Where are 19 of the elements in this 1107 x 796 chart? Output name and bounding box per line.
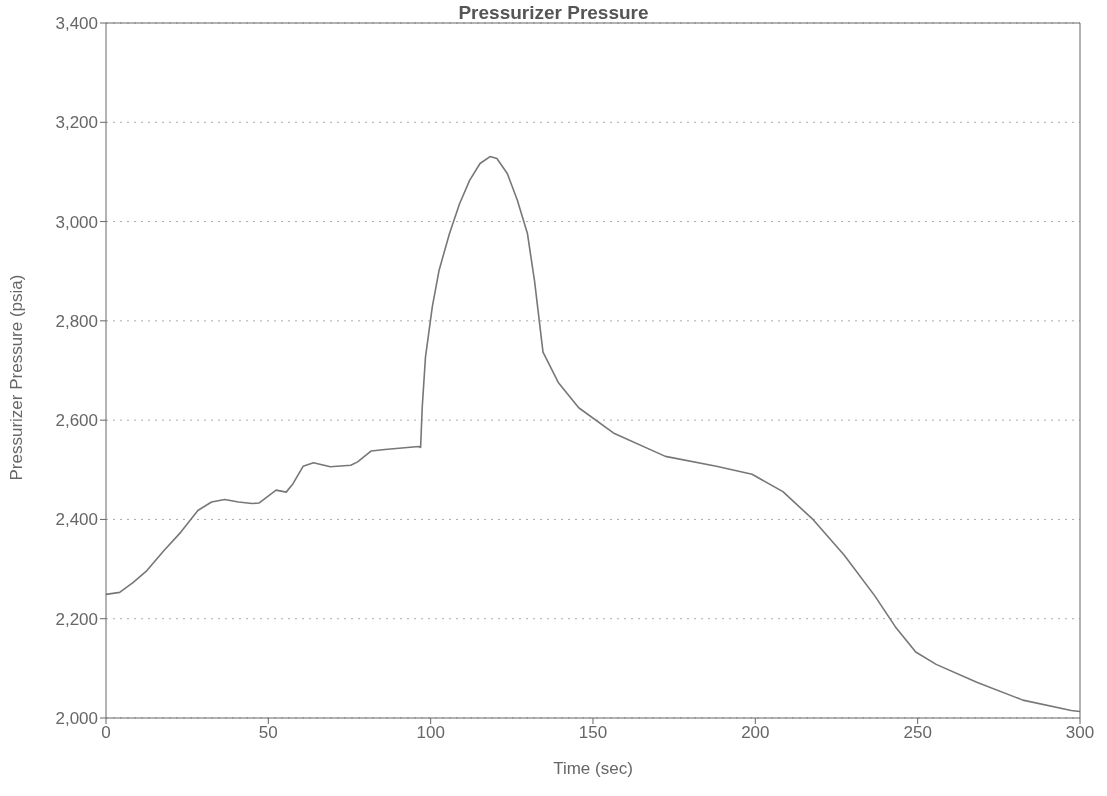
y-axis-title: Pressurizer Pressure (psia) (7, 274, 27, 481)
x-axis-title: Time (sec) (553, 759, 633, 778)
chart-title: Pressurizer Pressure (458, 2, 649, 23)
line-series (106, 155, 1080, 713)
x-tick-label: 300 (1065, 723, 1095, 743)
x-tick-label: 200 (741, 723, 770, 743)
y-tick-label: 3,200 (55, 113, 98, 133)
y-tick-label: 3,400 (55, 14, 98, 34)
y-tick-label: 2,400 (55, 510, 98, 530)
x-tick-label: 150 (578, 723, 608, 743)
y-tick-label: 2,000 (55, 709, 98, 729)
y-tick-label: 2,600 (55, 411, 98, 431)
x-tick-label: 50 (258, 723, 278, 743)
y-tick-label: 3,000 (55, 212, 98, 232)
y-tick-label: 2,800 (55, 311, 98, 331)
x-tick-label: 100 (416, 723, 445, 743)
y-tick-label: 2,200 (55, 609, 98, 629)
x-tick-label: 250 (903, 723, 932, 743)
x-tick-label: 0 (101, 723, 111, 743)
